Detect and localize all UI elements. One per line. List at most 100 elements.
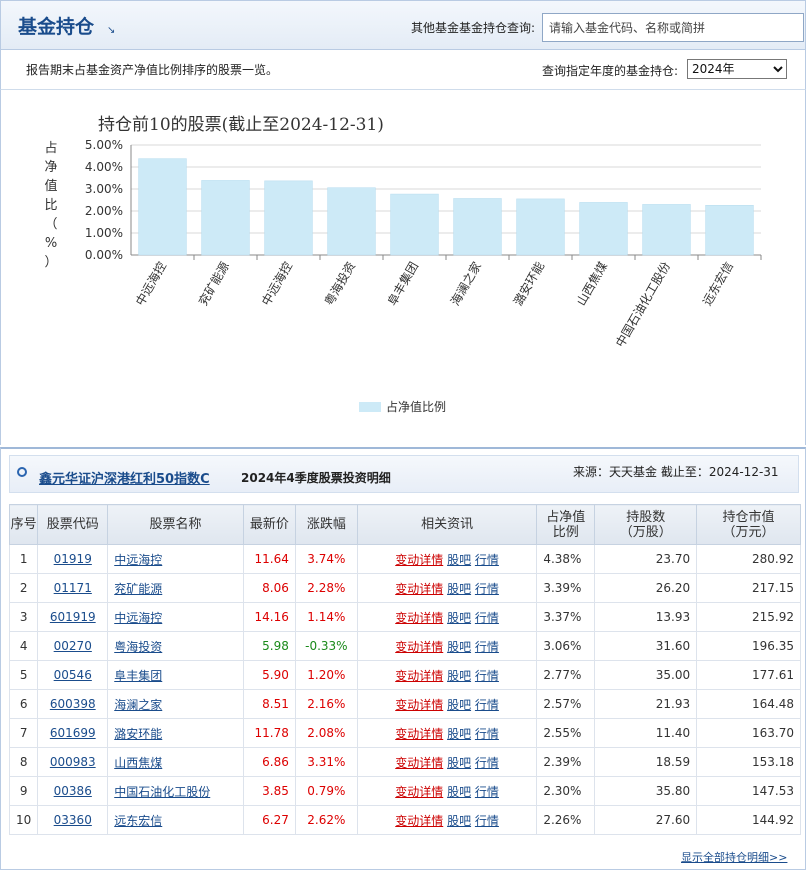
stock-code-cell: 00546 — [37, 660, 109, 690]
quote-link[interactable]: 行情 — [474, 813, 499, 828]
price-change: 3.31% — [294, 747, 358, 777]
stock-name-link[interactable]: 粤海投资 — [114, 639, 163, 654]
stock-code-link[interactable]: 00270 — [53, 639, 92, 653]
table-row: 7 601699 潞安环能 11.78 2.08% 变动详情 股吧 行情 2.55% 11.4… — [8, 718, 801, 748]
stock-code-link[interactable]: 01171 — [53, 581, 92, 595]
row-index: 4 — [8, 631, 39, 661]
stock-forum-link[interactable]: 股吧 — [447, 581, 472, 596]
change-detail-link[interactable]: 变动详情 — [395, 813, 444, 828]
stock-forum-link[interactable]: 股吧 — [447, 755, 472, 770]
quote-link[interactable]: 行情 — [474, 784, 499, 799]
y-tick-label: 1.00% — [85, 226, 123, 240]
shares-held: 27.60 — [594, 805, 698, 835]
change-detail-link[interactable]: 变动详情 — [395, 697, 444, 712]
change-detail-link[interactable]: 变动详情 — [395, 610, 444, 625]
show-all-holdings-link[interactable]: 显示全部持仓明细>> — [681, 851, 788, 864]
page-header: 基金持仓 ↘ 其他基金基金持仓查询: — [0, 0, 806, 50]
change-detail-link[interactable]: 变动详情 — [395, 668, 444, 683]
change-detail-link[interactable]: 变动详情 — [395, 552, 444, 567]
legend-swatch — [359, 402, 381, 412]
quote-link[interactable]: 行情 — [474, 639, 499, 654]
stock-forum-link[interactable]: 股吧 — [447, 726, 472, 741]
fund-search-input[interactable] — [542, 13, 804, 42]
stock-name-cell: 阜丰集团 — [107, 660, 244, 690]
stock-forum-link[interactable]: 股吧 — [447, 639, 472, 654]
chart-bar — [453, 198, 502, 256]
row-index: 10 — [8, 805, 39, 835]
top10-chart-panel: 持仓前10的股票(截止至2024-12-31) 占净值比 （% ） 0.00% 1.0… — [0, 90, 806, 445]
latest-price: 8.51 — [242, 689, 296, 719]
shares-held: 26.20 — [594, 573, 698, 603]
change-detail-link[interactable]: 变动详情 — [395, 726, 444, 741]
year-select[interactable]: 2024年 — [687, 59, 787, 79]
table-row: 3 601919 中远海控 14.16 1.14% 变动详情 股吧 行情 3.37% 13.9… — [8, 602, 801, 632]
stock-code-link[interactable]: 01919 — [53, 552, 92, 566]
fund-name-link[interactable]: 鑫元华证沪深港红利50指数C — [39, 472, 210, 487]
stock-code-link[interactable]: 00546 — [53, 668, 92, 682]
stock-name-link[interactable]: 远东宏信 — [114, 813, 163, 828]
stock-name-link[interactable]: 海澜之家 — [114, 697, 163, 712]
column-header: 持仓市值 （万元） — [696, 504, 801, 545]
change-detail-link[interactable]: 变动详情 — [395, 755, 444, 770]
market-value: 217.15 — [696, 573, 801, 603]
table-row: 4 00270 粤海投资 5.98 -0.33% 变动详情 股吧 行情 3.06% 31.60… — [8, 631, 801, 661]
stock-name-link[interactable]: 阜丰集团 — [114, 668, 163, 683]
stock-name-cell: 中远海控 — [107, 602, 244, 632]
net-value-ratio: 2.77% — [536, 660, 596, 690]
x-tick-label: 潞安环能 — [510, 259, 547, 308]
stock-name-link[interactable]: 中远海控 — [114, 610, 163, 625]
stock-code-link[interactable]: 601919 — [49, 610, 96, 624]
stock-code-link[interactable]: 601699 — [49, 726, 96, 740]
related-links: 变动详情 股吧 行情 — [356, 602, 538, 632]
related-links: 变动详情 股吧 行情 — [356, 573, 538, 603]
table-row: 9 00386 中国石油化工股份 3.85 0.79% 变动详情 股吧 行情 2.30% 35… — [8, 776, 801, 806]
holdings-table: 序号 股票代码 股票名称 最新价 涨跌幅 相关资讯 占净值 比例 持股数 （万股） 持仓市值 （万元）… — [8, 504, 801, 835]
top10-bar-chart: 持仓前10的股票(截止至2024-12-31) 占净值比 （% ） 0.00% 1.0… — [44, 115, 762, 414]
stock-name-link[interactable]: 中远海控 — [114, 552, 163, 567]
stock-code-link[interactable]: 000983 — [49, 755, 96, 769]
quote-link[interactable]: 行情 — [474, 755, 499, 770]
row-index: 7 — [8, 718, 39, 748]
y-tick-label: 5.00% — [85, 138, 123, 152]
related-links: 变动详情 股吧 行情 — [356, 776, 538, 806]
quote-link[interactable]: 行情 — [474, 581, 499, 596]
column-header: 相关资讯 — [356, 504, 538, 545]
stock-name-link[interactable]: 山西焦煤 — [114, 755, 163, 770]
quote-link[interactable]: 行情 — [474, 726, 499, 741]
latest-price: 11.64 — [242, 544, 296, 574]
price-change: 2.08% — [294, 718, 358, 748]
stock-code-cell: 601919 — [37, 602, 109, 632]
stock-code-link[interactable]: 600398 — [49, 697, 96, 711]
stock-forum-link[interactable]: 股吧 — [447, 610, 472, 625]
change-detail-link[interactable]: 变动详情 — [395, 639, 444, 654]
quote-link[interactable]: 行情 — [474, 668, 499, 683]
quote-link[interactable]: 行情 — [474, 610, 499, 625]
related-links: 变动详情 股吧 行情 — [356, 631, 538, 661]
price-change: 3.74% — [294, 544, 358, 574]
stock-forum-link[interactable]: 股吧 — [447, 668, 472, 683]
stock-name-link[interactable]: 中国石油化工股份 — [114, 784, 211, 799]
quote-link[interactable]: 行情 — [474, 697, 499, 712]
stock-name-link[interactable]: 潞安环能 — [114, 726, 163, 741]
stock-forum-link[interactable]: 股吧 — [447, 813, 472, 828]
latest-price: 5.90 — [242, 660, 296, 690]
stock-code-link[interactable]: 00386 — [53, 784, 92, 798]
stock-forum-link[interactable]: 股吧 — [447, 552, 472, 567]
stock-forum-link[interactable]: 股吧 — [447, 784, 472, 799]
net-value-ratio: 2.39% — [536, 747, 596, 777]
stock-code-link[interactable]: 03360 — [53, 813, 92, 827]
change-detail-link[interactable]: 变动详情 — [395, 581, 444, 596]
y-tick-label: 4.00% — [85, 160, 123, 174]
x-tick-label: 海澜之家 — [447, 259, 484, 308]
change-detail-link[interactable]: 变动详情 — [395, 784, 444, 799]
latest-price: 8.06 — [242, 573, 296, 603]
related-links: 变动详情 股吧 行情 — [356, 805, 538, 835]
y-tick-label: 2.00% — [85, 204, 123, 218]
stock-forum-link[interactable]: 股吧 — [447, 697, 472, 712]
column-header: 占净值 比例 — [536, 504, 596, 545]
x-tick-label: 中远海控 — [258, 259, 295, 308]
quote-link[interactable]: 行情 — [474, 552, 499, 567]
latest-price: 11.78 — [242, 718, 296, 748]
market-value: 163.70 — [696, 718, 801, 748]
stock-name-link[interactable]: 兖矿能源 — [114, 581, 163, 596]
